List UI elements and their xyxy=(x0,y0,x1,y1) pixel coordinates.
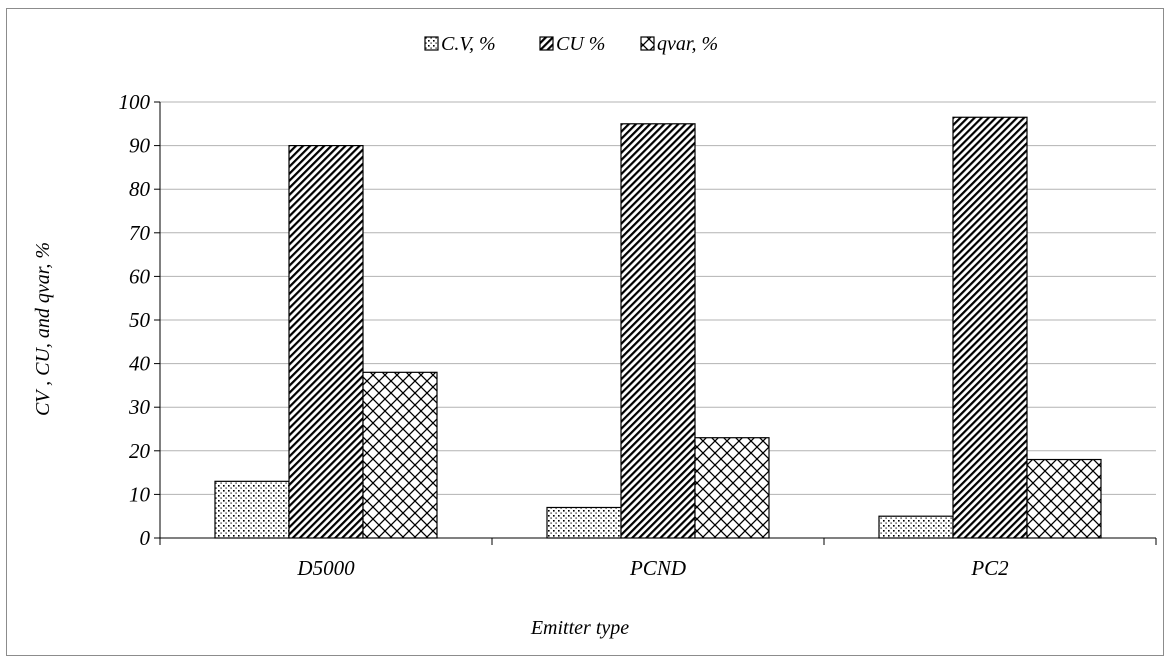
y-tick-label: 90 xyxy=(129,134,151,158)
x-tick-label: PC2 xyxy=(970,556,1009,580)
bar-chart: C.V, % CU % qvar, % 0 10 20 30 40 50 60 70 80 90 100… xyxy=(32,33,1157,639)
chart-frame: C.V, % CU % qvar, % 0 10 20 30 40 50 60 70 80 90 100… xyxy=(6,8,1164,656)
legend-label: qvar, % xyxy=(657,33,718,55)
legend-label: C.V, % xyxy=(441,33,496,55)
y-tick-label: 10 xyxy=(129,482,151,506)
bar xyxy=(694,437,770,539)
y-tick-label: 20 xyxy=(129,439,151,463)
bar xyxy=(288,145,364,539)
x-tick-label: PCND xyxy=(629,556,686,580)
y-tick-label: 100 xyxy=(119,90,151,114)
y-tick-label: 80 xyxy=(129,177,151,201)
bar xyxy=(1026,458,1102,539)
x-tick-label: D5000 xyxy=(296,556,355,580)
y-tick-label: 40 xyxy=(129,352,151,376)
bar xyxy=(546,506,622,539)
legend-swatch xyxy=(539,36,554,51)
bar xyxy=(878,515,954,539)
bar xyxy=(214,480,290,539)
y-tick-label: 30 xyxy=(128,395,151,419)
bar xyxy=(362,371,438,539)
y-tick-label: 70 xyxy=(129,221,151,245)
y-tick-label: 0 xyxy=(140,526,151,550)
legend-swatch xyxy=(640,36,655,51)
x-axis-title: Emitter type xyxy=(530,617,629,639)
legend-swatch xyxy=(424,36,439,51)
axes xyxy=(159,102,1157,545)
legend-label: CU % xyxy=(556,33,605,55)
bars xyxy=(214,116,1102,539)
y-tick-label: 60 xyxy=(129,264,151,288)
y-axis-title: CV , CU, and qvar, % xyxy=(32,242,54,416)
legend: C.V, % CU % qvar, % xyxy=(424,33,718,55)
x-tick-labels: D5000 PCND PC2 xyxy=(296,556,1009,580)
y-tick-labels: 0 10 20 30 40 50 60 70 80 90 100 xyxy=(119,90,151,550)
bar xyxy=(620,123,696,539)
bar xyxy=(952,116,1028,539)
y-tick-label: 50 xyxy=(129,308,151,332)
